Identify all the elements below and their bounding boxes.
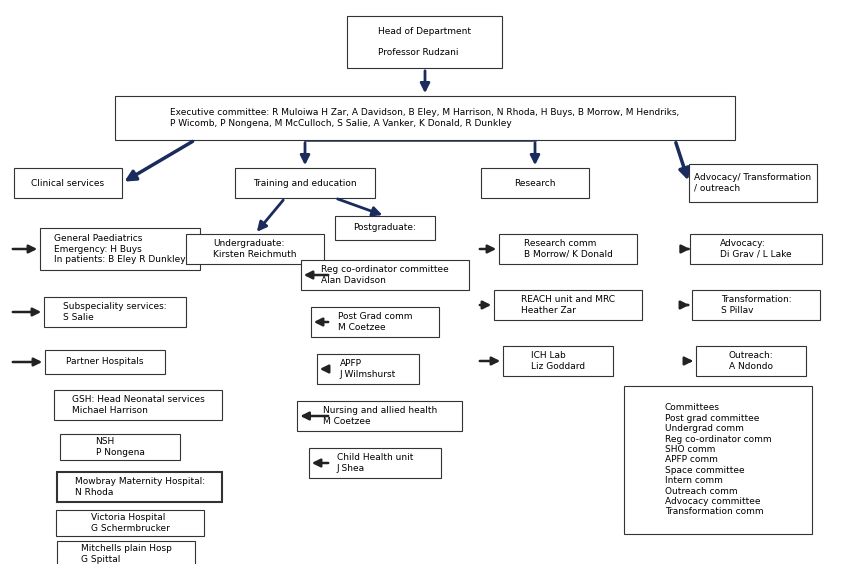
- FancyBboxPatch shape: [624, 386, 812, 534]
- Text: Advocacy/ Transformation
/ outreach: Advocacy/ Transformation / outreach: [694, 173, 812, 193]
- FancyBboxPatch shape: [690, 234, 822, 264]
- Text: Research: Research: [514, 178, 556, 187]
- Text: Subspeciality services:
S Salie: Subspeciality services: S Salie: [63, 302, 167, 321]
- FancyBboxPatch shape: [57, 541, 195, 564]
- Text: Mitchells plain Hosp
G Spittal: Mitchells plain Hosp G Spittal: [81, 544, 172, 563]
- Text: Outreach:
A Ndondo: Outreach: A Ndondo: [728, 351, 774, 371]
- FancyBboxPatch shape: [298, 401, 462, 431]
- Text: Child Health unit
J Shea: Child Health unit J Shea: [337, 453, 413, 473]
- FancyBboxPatch shape: [58, 472, 223, 502]
- Text: Committees
Post grad committee
Undergrad comm
Reg co-ordinator comm
SHO comm
APF: Committees Post grad committee Undergrad…: [665, 403, 771, 517]
- Text: Transformation:
S Pillav: Transformation: S Pillav: [721, 296, 791, 315]
- Text: General Paediatrics
Emergency: H Buys
In patients: B Eley R Dunkley: General Paediatrics Emergency: H Buys In…: [54, 234, 186, 264]
- FancyBboxPatch shape: [499, 234, 637, 264]
- Text: Postgraduate:: Postgraduate:: [354, 223, 416, 232]
- Text: REACH unit and MRC
Heather Zar: REACH unit and MRC Heather Zar: [521, 296, 615, 315]
- Text: Clinical services: Clinical services: [31, 178, 105, 187]
- FancyBboxPatch shape: [689, 164, 817, 202]
- Text: Post Grad comm
M Coetzee: Post Grad comm M Coetzee: [337, 312, 412, 332]
- FancyBboxPatch shape: [692, 290, 820, 320]
- FancyBboxPatch shape: [56, 510, 204, 536]
- Text: Victoria Hospital
G Schermbrucker: Victoria Hospital G Schermbrucker: [91, 513, 169, 533]
- FancyBboxPatch shape: [14, 168, 122, 198]
- Text: Mowbray Maternity Hospital:
N Rhoda: Mowbray Maternity Hospital: N Rhoda: [75, 477, 205, 497]
- Text: Head of Department

Professor Rudzani: Head of Department Professor Rudzani: [378, 27, 472, 57]
- FancyBboxPatch shape: [317, 354, 419, 384]
- FancyBboxPatch shape: [186, 234, 324, 264]
- FancyBboxPatch shape: [235, 168, 375, 198]
- FancyBboxPatch shape: [44, 297, 186, 327]
- Text: Executive committee: R Muloiwa H Zar, A Davidson, B Eley, M Harrison, N Rhoda, H: Executive committee: R Muloiwa H Zar, A …: [170, 108, 680, 127]
- FancyBboxPatch shape: [40, 228, 200, 270]
- Text: Research comm
B Morrow/ K Donald: Research comm B Morrow/ K Donald: [524, 239, 613, 259]
- FancyBboxPatch shape: [494, 290, 642, 320]
- FancyBboxPatch shape: [348, 16, 502, 68]
- FancyBboxPatch shape: [45, 350, 165, 374]
- Text: NSH
P Nongena: NSH P Nongena: [95, 437, 144, 457]
- Text: GSH: Head Neonatal services
Michael Harrison: GSH: Head Neonatal services Michael Harr…: [71, 395, 204, 415]
- Text: Undergraduate:
Kirsten Reichmuth: Undergraduate: Kirsten Reichmuth: [213, 239, 297, 259]
- Text: Advocacy:
Di Grav / L Lake: Advocacy: Di Grav / L Lake: [720, 239, 792, 259]
- Text: Partner Hospitals: Partner Hospitals: [66, 358, 144, 367]
- FancyBboxPatch shape: [309, 448, 441, 478]
- FancyBboxPatch shape: [311, 307, 439, 337]
- FancyBboxPatch shape: [481, 168, 589, 198]
- FancyBboxPatch shape: [60, 434, 180, 460]
- FancyBboxPatch shape: [301, 260, 469, 290]
- Text: APFP
J Wilmshurst: APFP J Wilmshurst: [340, 359, 396, 378]
- FancyBboxPatch shape: [54, 390, 222, 420]
- FancyBboxPatch shape: [503, 346, 613, 376]
- Text: Training and education: Training and education: [253, 178, 357, 187]
- FancyBboxPatch shape: [696, 346, 806, 376]
- Text: Nursing and allied health
M Coetzee: Nursing and allied health M Coetzee: [323, 406, 437, 426]
- FancyBboxPatch shape: [335, 216, 435, 240]
- Text: Reg co-ordinator committee
Alan Davidson: Reg co-ordinator committee Alan Davidson: [321, 265, 449, 285]
- FancyBboxPatch shape: [115, 96, 735, 140]
- Text: ICH Lab
Liz Goddard: ICH Lab Liz Goddard: [531, 351, 585, 371]
